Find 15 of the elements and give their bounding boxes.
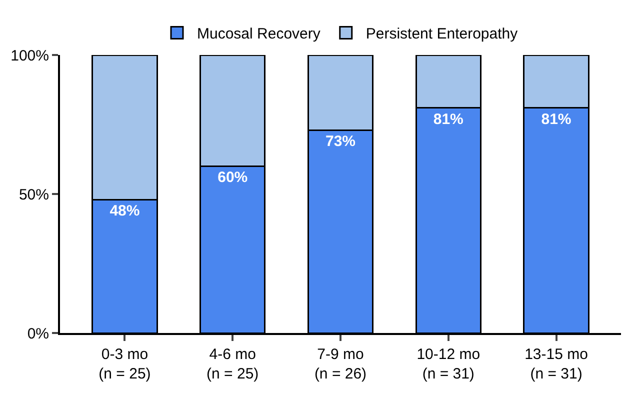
data-label: 73% (325, 133, 356, 150)
data-label: 81% (433, 110, 464, 128)
y-tick-label: 100% (10, 47, 49, 64)
x-tick-label: 4-6 mo (n = 25) (206, 346, 259, 382)
data-label: 81% (541, 110, 572, 128)
data-label: 60% (218, 169, 248, 186)
x-tick-label: 0-3 mo (n = 25) (98, 346, 151, 382)
y-tick-label: 0% (27, 325, 49, 342)
data-label: 48% (110, 202, 140, 220)
legend-label: Persistent Enteropathy (366, 26, 518, 43)
legend-label: Mucosal Recovery (197, 26, 321, 43)
x-tick-label: 13-15 mo (n = 31) (524, 346, 588, 382)
x-tick-label: 10-12 mo (n = 31) (416, 346, 480, 382)
y-tick-label: 50% (18, 186, 49, 204)
x-tick-label: 7-9 mo (n = 26) (314, 346, 367, 382)
